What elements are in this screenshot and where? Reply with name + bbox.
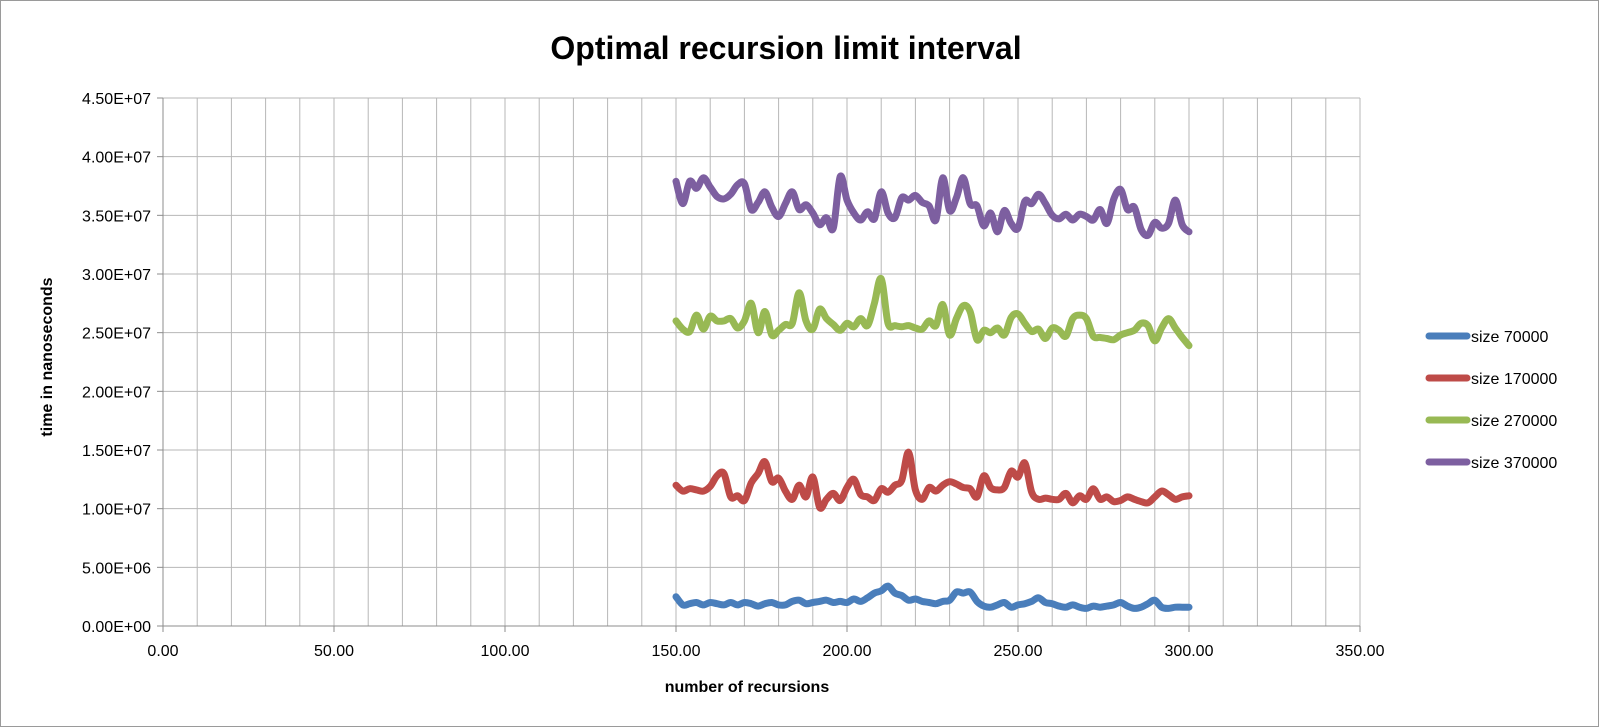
y-tick-label: 2.50E+07 — [82, 326, 151, 343]
y-tick-label: 5.00E+06 — [82, 560, 151, 577]
x-tick-label: 0.00 — [147, 643, 178, 660]
y-tick-label: 2.00E+07 — [82, 384, 151, 401]
series-lines — [672, 172, 1193, 612]
x-tick-label: 50.00 — [314, 643, 354, 660]
series-line-size-70000 — [672, 582, 1193, 612]
legend-label-size-170000: size 170000 — [1471, 371, 1557, 388]
series-line-size-170000 — [672, 448, 1193, 512]
chart-title: Optimal recursion limit interval — [550, 30, 1021, 66]
y-tick-label: 0.00E+00 — [82, 619, 151, 636]
y-tick-label: 3.50E+07 — [82, 208, 151, 225]
x-tick-label: 250.00 — [994, 643, 1043, 660]
y-tick-label: 4.50E+07 — [82, 91, 151, 108]
x-tick-label: 150.00 — [652, 643, 701, 660]
x-tick-label: 350.00 — [1336, 643, 1385, 660]
x-tick-label: 300.00 — [1165, 643, 1214, 660]
x-tick-label: 100.00 — [481, 643, 530, 660]
series-line-size-270000 — [672, 274, 1193, 350]
y-tick-label: 1.00E+07 — [82, 502, 151, 519]
y-tick-label: 3.00E+07 — [82, 267, 151, 284]
axes: 0.00E+00 5.00E+06 1.00E+07 1.50E+07 2.00E+07… — [82, 91, 1385, 660]
legend-label-size-370000: size 370000 — [1471, 455, 1557, 472]
y-tick-label: 1.50E+07 — [82, 443, 151, 460]
x-axis-title: number of recursions — [665, 679, 830, 696]
series-line-size-370000 — [672, 172, 1193, 240]
legend: size 70000 size 170000 size 270000 size 370… — [1425, 329, 1557, 472]
legend-label-size-70000: size 70000 — [1471, 329, 1548, 346]
legend-label-size-270000: size 270000 — [1471, 413, 1557, 430]
x-tick-label: 200.00 — [823, 643, 872, 660]
y-tick-label: 4.00E+07 — [82, 150, 151, 167]
y-axis-title: time in nanoseconds — [39, 277, 56, 436]
gridlines — [162, 97, 1361, 627]
